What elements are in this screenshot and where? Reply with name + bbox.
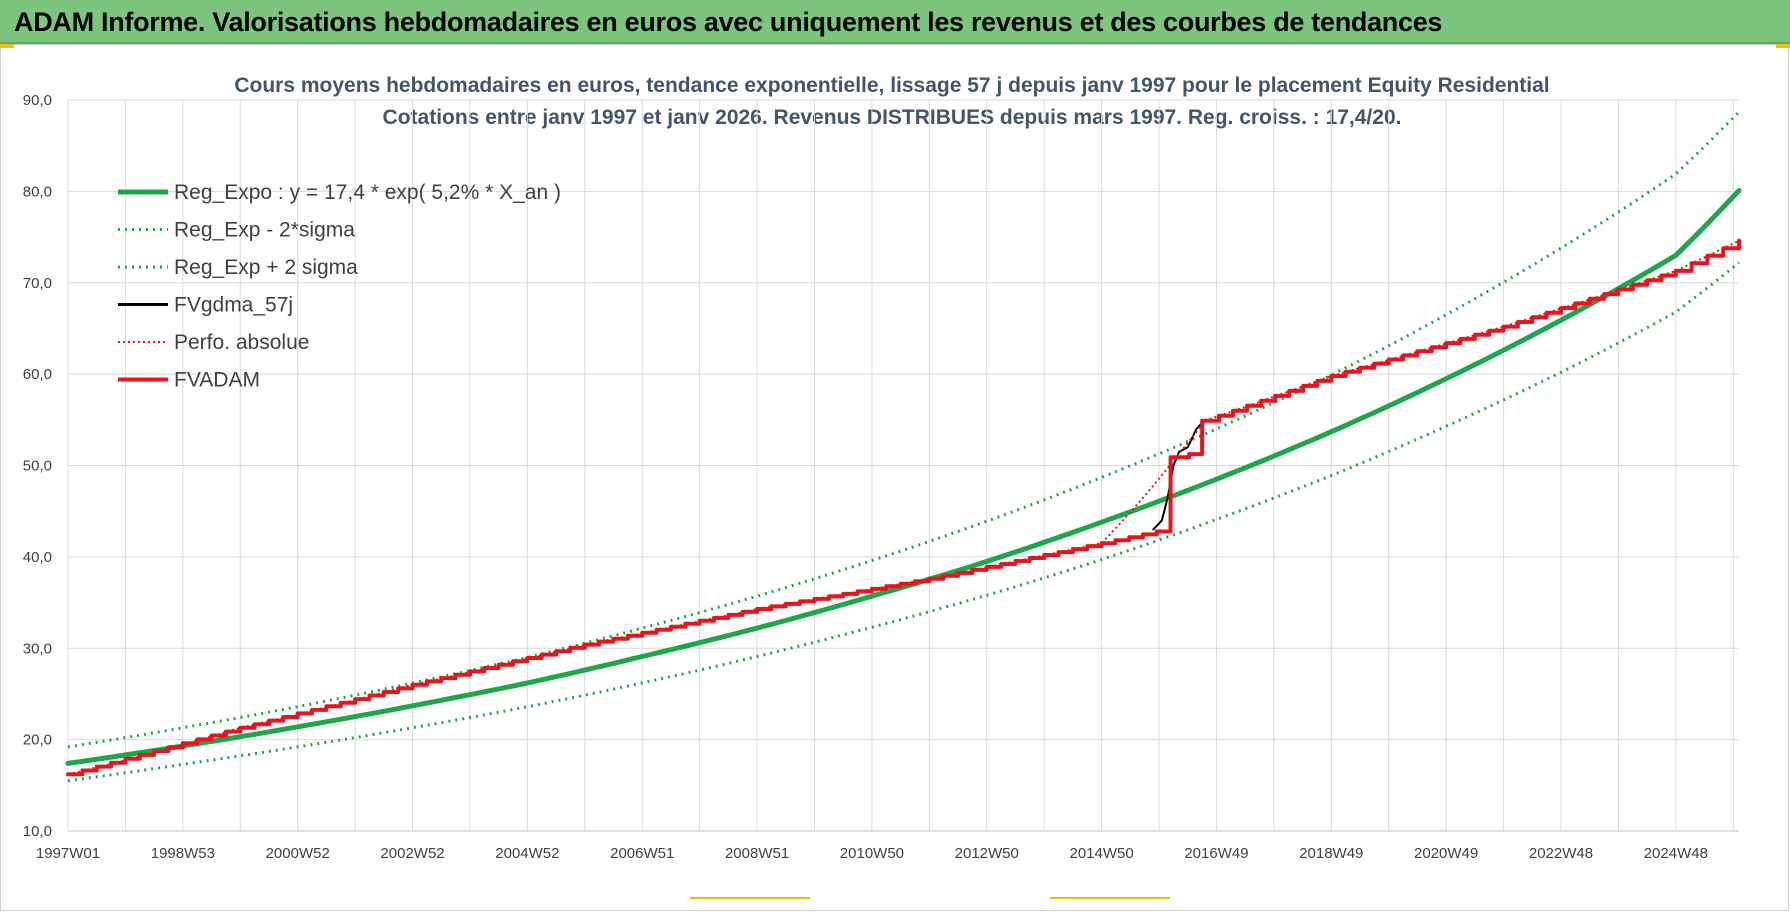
- x-tick-label: 2024W48: [1644, 845, 1708, 862]
- x-tick-label: 2012W50: [955, 845, 1019, 862]
- x-tick-label: 2014W50: [1069, 845, 1133, 862]
- legend-label: Reg_Exp - 2*sigma: [174, 219, 355, 242]
- series-line-5: [66, 238, 1741, 777]
- x-tick-label: 2018W49: [1299, 845, 1363, 862]
- legend-label: FVgdma_57j: [174, 294, 293, 317]
- y-tick-label: 20,0: [23, 732, 52, 749]
- legend-label: Reg_Expo : y = 17,4 * exp( 5,2% * X_an ): [174, 181, 561, 204]
- y-tick-label: 40,0: [23, 549, 52, 566]
- x-tick-label: 2010W50: [840, 845, 904, 862]
- legend-label: FVADAM: [174, 369, 260, 392]
- frame-corner-marker: [0, 44, 14, 48]
- x-tick-label: 2022W48: [1529, 845, 1593, 862]
- x-tick-label: 2020W49: [1414, 845, 1478, 862]
- x-tick-label: 2004W52: [495, 845, 559, 862]
- x-tick-label: 2006W51: [610, 845, 674, 862]
- x-tick-label: 1997W01: [36, 845, 100, 862]
- legend-label: Perfo. absolue: [174, 331, 309, 354]
- series-line-4: [67, 239, 1740, 776]
- x-tick-label: 2016W49: [1184, 845, 1248, 862]
- report-banner: ADAM Informe. Valorisations hebdomadaire…: [0, 0, 1790, 44]
- y-tick-label: 60,0: [23, 366, 52, 383]
- x-tick-label: 2000W52: [266, 845, 330, 862]
- chart-legend: Reg_Expo : y = 17,4 * exp( 5,2% * X_an )…: [118, 181, 561, 392]
- frame-corner-marker: [690, 897, 810, 899]
- series-line-1: [67, 261, 1740, 783]
- y-tick-label: 80,0: [23, 183, 52, 200]
- y-tick-label: 50,0: [23, 458, 52, 475]
- chart-title-line-2: Cotations entre janv 1997 et janv 2026. …: [383, 106, 1402, 129]
- chart-frame: [0, 44, 1789, 911]
- x-tick-label: 2002W52: [380, 845, 444, 862]
- frame-corner-marker: [1776, 44, 1790, 48]
- chart-title-line-1: Cours moyens hebdomadaires en euros, ten…: [234, 74, 1549, 97]
- chart-axes: 10,0 20,0 30,0 40,0 50,0 60,0 70,0 80,0 90,0 1997…: [23, 92, 1739, 862]
- frame-corner-marker: [1050, 897, 1170, 899]
- report-title: ADAM Informe. Valorisations hebdomadaire…: [14, 7, 1443, 37]
- chart-series: [65, 110, 1742, 783]
- y-tick-label: 90,0: [23, 92, 52, 109]
- x-tick-label: 2008W51: [725, 845, 789, 862]
- y-tick-label: 30,0: [23, 640, 52, 657]
- y-tick-label: 70,0: [23, 275, 52, 292]
- series-line-2: [67, 110, 1741, 749]
- x-tick-label: 1998W53: [151, 845, 215, 862]
- legend-label: Reg_Exp + 2 sigma: [174, 256, 358, 279]
- y-tick-label: 10,0: [23, 823, 52, 840]
